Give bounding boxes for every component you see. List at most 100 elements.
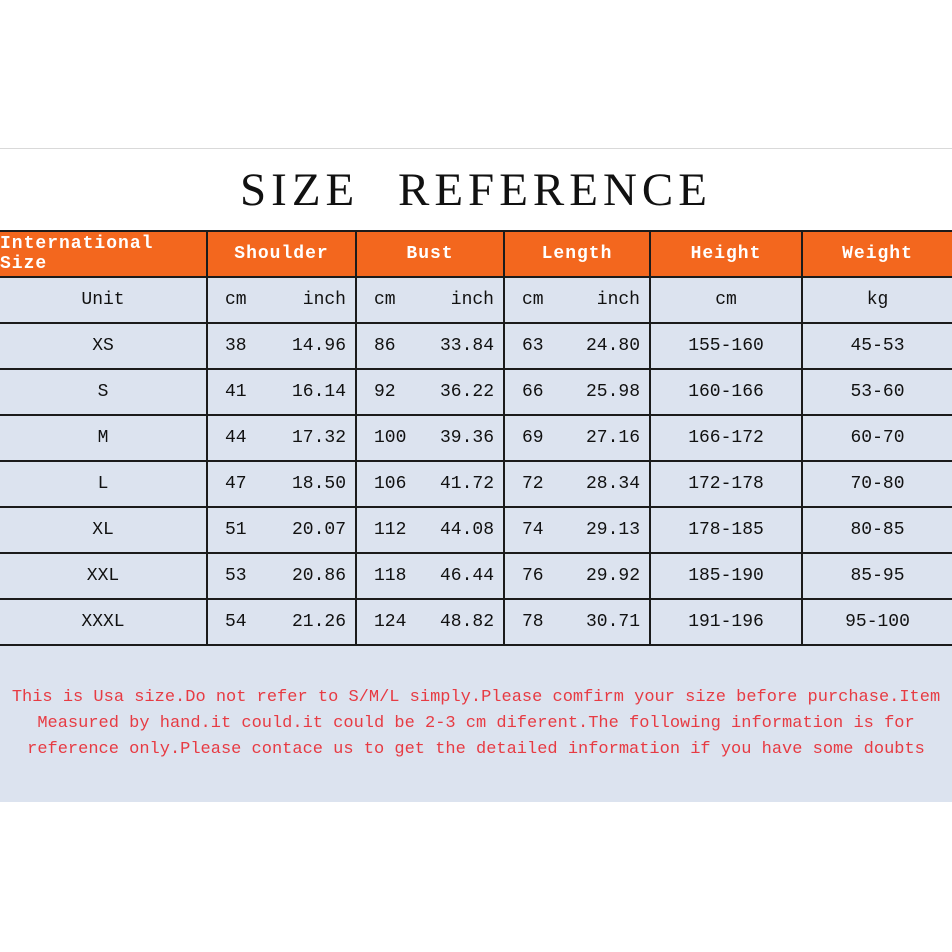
shoulder-values: 41 16.14 [206, 370, 355, 414]
length-inch: 27.16 [585, 428, 640, 448]
shoulder-cm: 44 [225, 428, 247, 448]
shoulder-values: 53 20.86 [206, 554, 355, 598]
shoulder-cm: 51 [225, 520, 247, 540]
shoulder-values: 38 14.96 [206, 324, 355, 368]
bust-values: 124 48.82 [355, 600, 503, 644]
bust-values: 100 39.36 [355, 416, 503, 460]
bust-inch: 36.22 [439, 382, 494, 402]
table-row-m: M 44 17.32 100 39.36 69 27.16 166-172 60… [0, 416, 952, 462]
bust-cm: 124 [374, 612, 407, 632]
size-label: XS [0, 324, 206, 368]
size-label: L [0, 462, 206, 506]
weight-value: 80-85 [801, 508, 952, 552]
unit-weight: kg [801, 278, 952, 322]
length-cm: 66 [522, 382, 544, 402]
height-value: 185-190 [649, 554, 801, 598]
weight-value: 70-80 [801, 462, 952, 506]
height-value: 160-166 [649, 370, 801, 414]
size-table: International Size Shoulder Bust Length … [0, 230, 952, 646]
height-value: 155-160 [649, 324, 801, 368]
size-label: S [0, 370, 206, 414]
bust-cm: 92 [374, 382, 396, 402]
weight-value: 45-53 [801, 324, 952, 368]
shoulder-inch: 14.96 [291, 336, 346, 356]
bust-inch: 39.36 [439, 428, 494, 448]
shoulder-inch: 20.86 [291, 566, 346, 586]
weight-value: 53-60 [801, 370, 952, 414]
unit-length-inch: inch [596, 290, 640, 310]
length-inch: 24.80 [585, 336, 640, 356]
shoulder-cm: 47 [225, 474, 247, 494]
unit-row: Unit cm inch cm inch cm inch cm kg [0, 278, 952, 324]
size-label: XXXL [0, 600, 206, 644]
bust-values: 86 33.84 [355, 324, 503, 368]
length-inch: 30.71 [585, 612, 640, 632]
shoulder-values: 51 20.07 [206, 508, 355, 552]
note-line-3: reference only.Please contace us to get … [27, 740, 925, 759]
bust-inch: 46.44 [439, 566, 494, 586]
table-row-xxxl: XXXL 54 21.26 124 48.82 78 30.71 191-196… [0, 600, 952, 646]
column-header-shoulder: Shoulder [206, 232, 355, 276]
shoulder-values: 44 17.32 [206, 416, 355, 460]
table-row-l: L 47 18.50 106 41.72 72 28.34 172-178 70… [0, 462, 952, 508]
shoulder-cm: 53 [225, 566, 247, 586]
weight-value: 60-70 [801, 416, 952, 460]
shoulder-cm: 38 [225, 336, 247, 356]
unit-bust-inch: inch [450, 290, 494, 310]
bust-values: 112 44.08 [355, 508, 503, 552]
unit-bust-cm: cm [374, 290, 396, 310]
length-values: 63 24.80 [503, 324, 649, 368]
shoulder-values: 54 21.26 [206, 600, 355, 644]
shoulder-cm: 41 [225, 382, 247, 402]
unit-shoulder-cm: cm [225, 290, 247, 310]
bust-inch: 48.82 [439, 612, 494, 632]
length-values: 72 28.34 [503, 462, 649, 506]
table-row-xxl: XXL 53 20.86 118 46.44 76 29.92 185-190 … [0, 554, 952, 600]
unit-bust: cm inch [355, 278, 503, 322]
length-cm: 72 [522, 474, 544, 494]
bust-inch: 41.72 [439, 474, 494, 494]
title-band: SIZE REFERENCE [0, 149, 952, 230]
length-inch: 25.98 [585, 382, 640, 402]
column-header-weight: Weight [801, 232, 952, 276]
size-label: XL [0, 508, 206, 552]
height-value: 191-196 [649, 600, 801, 644]
table-header-row: International Size Shoulder Bust Length … [0, 232, 952, 278]
weight-value: 85-95 [801, 554, 952, 598]
height-value: 172-178 [649, 462, 801, 506]
shoulder-inch: 17.32 [291, 428, 346, 448]
size-label: XXL [0, 554, 206, 598]
column-header-international-size: International Size [0, 232, 206, 276]
table-row-xl: XL 51 20.07 112 44.08 74 29.13 178-185 8… [0, 508, 952, 554]
shoulder-inch: 20.07 [291, 520, 346, 540]
size-chart-content: SIZE REFERENCE International Size Should… [0, 148, 952, 802]
length-cm: 76 [522, 566, 544, 586]
bust-cm: 100 [374, 428, 407, 448]
column-header-height: Height [649, 232, 801, 276]
unit-length-cm: cm [522, 290, 544, 310]
column-header-bust: Bust [355, 232, 503, 276]
table-row-xs: XS 38 14.96 86 33.84 63 24.80 155-160 45… [0, 324, 952, 370]
page-title: SIZE REFERENCE [240, 163, 712, 216]
size-label: M [0, 416, 206, 460]
unit-length: cm inch [503, 278, 649, 322]
bust-cm: 118 [374, 566, 407, 586]
length-inch: 29.13 [585, 520, 640, 540]
length-values: 78 30.71 [503, 600, 649, 644]
bust-values: 106 41.72 [355, 462, 503, 506]
unit-label: Unit [0, 278, 206, 322]
height-value: 166-172 [649, 416, 801, 460]
length-values: 69 27.16 [503, 416, 649, 460]
length-cm: 74 [522, 520, 544, 540]
length-cm: 69 [522, 428, 544, 448]
shoulder-values: 47 18.50 [206, 462, 355, 506]
unit-shoulder-inch: inch [302, 290, 346, 310]
bust-cm: 106 [374, 474, 407, 494]
note-line-2: Measured by hand.it could.it could be 2-… [37, 714, 915, 733]
note-line-1: This is Usa size.Do not refer to S/M/L s… [11, 688, 941, 707]
length-cm: 78 [522, 612, 544, 632]
shoulder-cm: 54 [225, 612, 247, 632]
disclaimer-note: This is Usa size.Do not refer to S/M/L s… [0, 646, 952, 802]
bust-values: 92 36.22 [355, 370, 503, 414]
